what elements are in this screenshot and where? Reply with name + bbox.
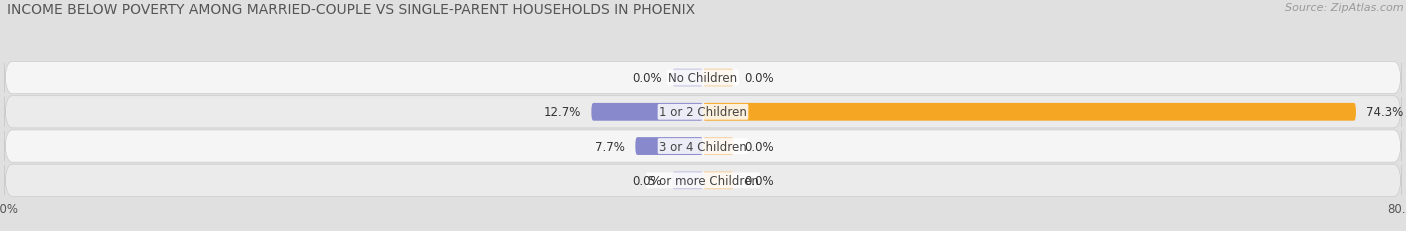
FancyBboxPatch shape <box>4 164 1402 197</box>
Text: INCOME BELOW POVERTY AMONG MARRIED-COUPLE VS SINGLE-PARENT HOUSEHOLDS IN PHOENIX: INCOME BELOW POVERTY AMONG MARRIED-COUPL… <box>7 3 695 17</box>
Text: 0.0%: 0.0% <box>744 72 773 85</box>
Text: No Children: No Children <box>668 72 738 85</box>
Text: Source: ZipAtlas.com: Source: ZipAtlas.com <box>1285 3 1403 13</box>
Text: 0.0%: 0.0% <box>744 140 773 153</box>
Text: 5 or more Children: 5 or more Children <box>648 174 758 187</box>
FancyBboxPatch shape <box>703 103 1355 121</box>
Text: 0.0%: 0.0% <box>633 174 662 187</box>
FancyBboxPatch shape <box>703 172 734 189</box>
Text: 74.3%: 74.3% <box>1367 106 1403 119</box>
Text: 0.0%: 0.0% <box>633 72 662 85</box>
FancyBboxPatch shape <box>592 103 703 121</box>
FancyBboxPatch shape <box>4 96 1402 128</box>
Text: 7.7%: 7.7% <box>595 140 624 153</box>
FancyBboxPatch shape <box>703 137 734 155</box>
Text: 0.0%: 0.0% <box>744 174 773 187</box>
FancyBboxPatch shape <box>672 69 703 87</box>
FancyBboxPatch shape <box>4 130 1402 162</box>
Text: 3 or 4 Children: 3 or 4 Children <box>659 140 747 153</box>
FancyBboxPatch shape <box>636 137 703 155</box>
FancyBboxPatch shape <box>703 69 734 87</box>
Text: 12.7%: 12.7% <box>544 106 581 119</box>
FancyBboxPatch shape <box>4 62 1402 94</box>
FancyBboxPatch shape <box>672 172 703 189</box>
Text: 1 or 2 Children: 1 or 2 Children <box>659 106 747 119</box>
